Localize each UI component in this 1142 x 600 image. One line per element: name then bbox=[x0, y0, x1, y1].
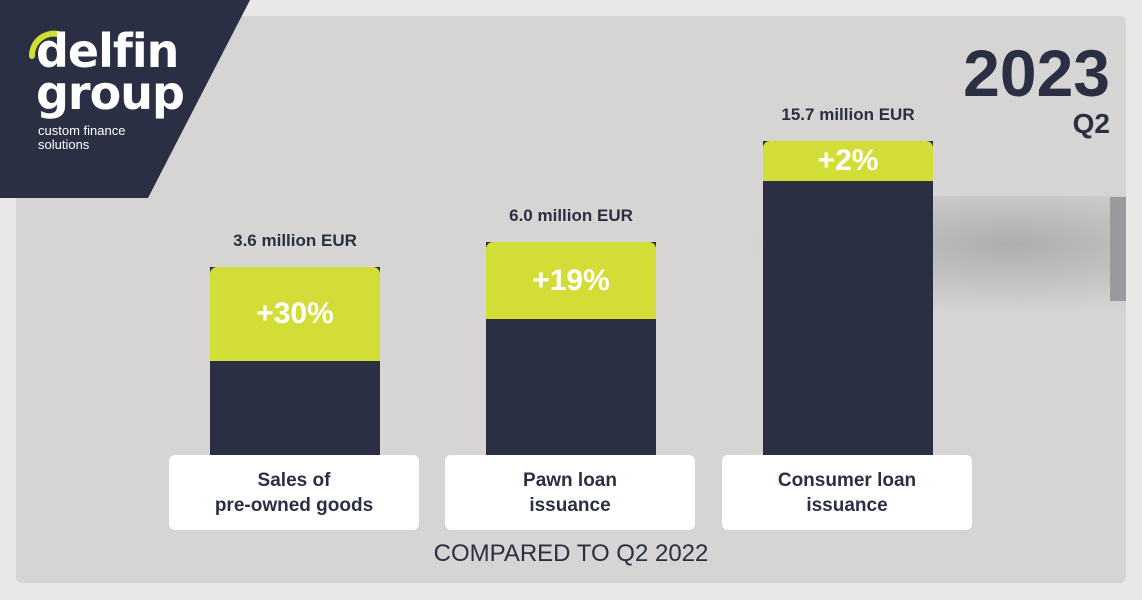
logo-arc-icon bbox=[28, 30, 61, 59]
logo-tagline-line-2: solutions bbox=[38, 137, 90, 152]
bar-total bbox=[763, 141, 933, 455]
edge-tab bbox=[1110, 197, 1126, 301]
logo-word-group: group bbox=[36, 66, 185, 120]
period-quarter: Q2 bbox=[1072, 108, 1110, 139]
growth-label: +2% bbox=[817, 144, 879, 177]
bar-growth-segment: +2% bbox=[763, 141, 933, 181]
bar-value-label: 6.0 million EUR bbox=[509, 206, 633, 225]
period-year: 2023 bbox=[963, 36, 1110, 110]
category-label-line: Sales of bbox=[257, 469, 331, 491]
category-label-line: issuance bbox=[529, 494, 611, 516]
growth-label: +30% bbox=[256, 297, 334, 330]
category-label: Consumer loan issuance bbox=[722, 455, 972, 530]
bar-growth-segment: +19% bbox=[486, 242, 656, 319]
category-label-line: pre-owned goods bbox=[214, 494, 374, 516]
logo-tagline-line-1: custom finance bbox=[38, 123, 126, 138]
category-label-line: issuance bbox=[806, 494, 888, 516]
category-label-line: Consumer loan bbox=[777, 469, 917, 491]
bar-value-label: 3.6 million EUR bbox=[233, 231, 357, 250]
bar-value-label: 15.7 million EUR bbox=[781, 105, 915, 124]
comparison-footer: COMPARED TO Q2 2022 bbox=[433, 540, 709, 567]
growth-label: +19% bbox=[532, 263, 610, 297]
category-label: Sales of pre-owned goods bbox=[169, 455, 419, 530]
category-label-line: Pawn loan bbox=[523, 469, 617, 491]
logo-tagline: custom finance solutions bbox=[38, 124, 125, 152]
bar-growth-segment: +30% bbox=[210, 267, 380, 361]
logo-word-delfin: delfin bbox=[36, 24, 179, 78]
category-label: Pawn loan issuance bbox=[445, 455, 695, 530]
